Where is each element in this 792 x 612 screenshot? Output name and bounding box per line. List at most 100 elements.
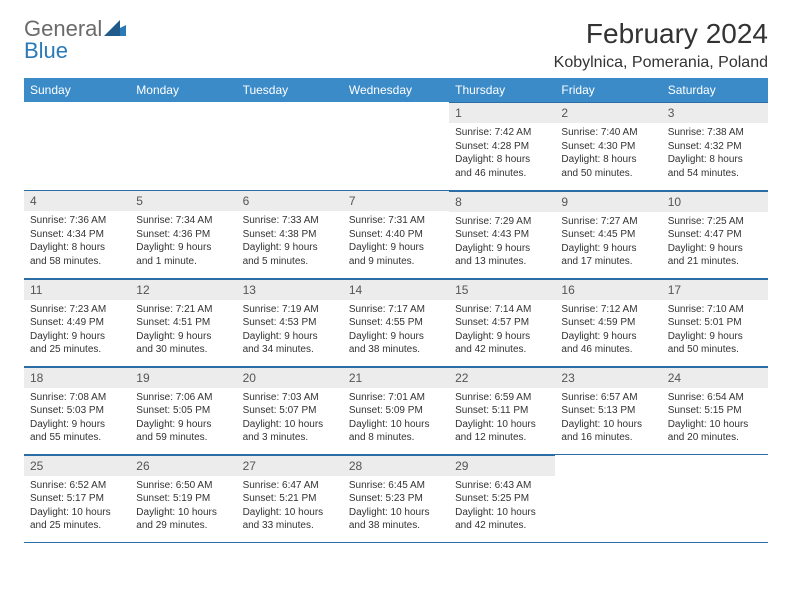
sunrise-text: Sunrise: 6:54 AM — [668, 391, 762, 405]
sunset-text: Sunset: 4:55 PM — [349, 316, 443, 330]
sunset-text: Sunset: 5:09 PM — [349, 404, 443, 418]
daylight-text: Daylight: 9 hours and 9 minutes. — [349, 241, 443, 268]
sunset-text: Sunset: 5:17 PM — [30, 492, 124, 506]
sunset-text: Sunset: 5:03 PM — [30, 404, 124, 418]
sunrise-text: Sunrise: 7:06 AM — [136, 391, 230, 405]
location-text: Kobylnica, Pomerania, Poland — [554, 54, 768, 72]
daylight-text: Daylight: 9 hours and 21 minutes. — [668, 242, 762, 269]
day-cell: 20Sunrise: 7:03 AMSunset: 5:07 PMDayligh… — [237, 366, 343, 454]
day-number: 20 — [237, 367, 343, 388]
day-body: Sunrise: 7:36 AMSunset: 4:34 PMDaylight:… — [24, 211, 130, 274]
day-number: 26 — [130, 455, 236, 476]
sunrise-text: Sunrise: 7:25 AM — [668, 215, 762, 229]
sunrise-text: Sunrise: 7:10 AM — [668, 303, 762, 317]
sunrise-text: Sunrise: 7:01 AM — [349, 391, 443, 405]
daylight-text: Daylight: 9 hours and 25 minutes. — [30, 330, 124, 357]
day-cell: 6Sunrise: 7:33 AMSunset: 4:38 PMDaylight… — [237, 190, 343, 278]
day-cell: 29Sunrise: 6:43 AMSunset: 5:25 PMDayligh… — [449, 454, 555, 542]
sunset-text: Sunset: 4:57 PM — [455, 316, 549, 330]
daylight-text: Daylight: 9 hours and 5 minutes. — [243, 241, 337, 268]
daylight-text: Daylight: 10 hours and 25 minutes. — [30, 506, 124, 533]
logo-mark-icon — [104, 20, 126, 36]
day-number: 13 — [237, 279, 343, 300]
sunset-text: Sunset: 5:11 PM — [455, 404, 549, 418]
day-number: 14 — [343, 279, 449, 300]
sunrise-text: Sunrise: 6:52 AM — [30, 479, 124, 493]
daylight-text: Daylight: 8 hours and 46 minutes. — [455, 153, 549, 180]
day-body: Sunrise: 7:34 AMSunset: 4:36 PMDaylight:… — [130, 211, 236, 274]
day-number: 10 — [662, 191, 768, 212]
day-number: 24 — [662, 367, 768, 388]
sunset-text: Sunset: 4:47 PM — [668, 228, 762, 242]
day-cell: 18Sunrise: 7:08 AMSunset: 5:03 PMDayligh… — [24, 366, 130, 454]
day-body: Sunrise: 7:12 AMSunset: 4:59 PMDaylight:… — [555, 300, 661, 363]
day-number: 16 — [555, 279, 661, 300]
day-cell: 15Sunrise: 7:14 AMSunset: 4:57 PMDayligh… — [449, 278, 555, 366]
dow-wednesday: Wednesday — [343, 78, 449, 102]
logo-word-2: Blue — [24, 38, 68, 63]
day-cell: 9Sunrise: 7:27 AMSunset: 4:45 PMDaylight… — [555, 190, 661, 278]
sunrise-text: Sunrise: 7:19 AM — [243, 303, 337, 317]
sunrise-text: Sunrise: 6:57 AM — [561, 391, 655, 405]
day-number: 19 — [130, 367, 236, 388]
day-body: Sunrise: 7:42 AMSunset: 4:28 PMDaylight:… — [449, 123, 555, 186]
sunset-text: Sunset: 5:23 PM — [349, 492, 443, 506]
sunrise-text: Sunrise: 7:12 AM — [561, 303, 655, 317]
day-number: 17 — [662, 279, 768, 300]
daylight-text: Daylight: 8 hours and 54 minutes. — [668, 153, 762, 180]
daylight-text: Daylight: 8 hours and 50 minutes. — [561, 153, 655, 180]
sunrise-text: Sunrise: 7:40 AM — [561, 126, 655, 140]
sunset-text: Sunset: 4:43 PM — [455, 228, 549, 242]
sunset-text: Sunset: 4:32 PM — [668, 140, 762, 154]
sunset-text: Sunset: 4:30 PM — [561, 140, 655, 154]
daylight-text: Daylight: 10 hours and 42 minutes. — [455, 506, 549, 533]
day-cell: 13Sunrise: 7:19 AMSunset: 4:53 PMDayligh… — [237, 278, 343, 366]
sunset-text: Sunset: 4:36 PM — [136, 228, 230, 242]
page-header: General Blue February 2024 Kobylnica, Po… — [24, 18, 768, 72]
sunset-text: Sunset: 4:28 PM — [455, 140, 549, 154]
day-cell: 16Sunrise: 7:12 AMSunset: 4:59 PMDayligh… — [555, 278, 661, 366]
dow-thursday: Thursday — [449, 78, 555, 102]
daylight-text: Daylight: 10 hours and 33 minutes. — [243, 506, 337, 533]
day-cell: 19 Sunrise: 7:06 AMSunset: 5:05 PMDayligh… — [130, 366, 236, 454]
day-cell: 12Sunrise: 7:21 AMSunset: 4:51 PMDayligh… — [130, 278, 236, 366]
sunset-text: Sunset: 4:59 PM — [561, 316, 655, 330]
day-number: 11 — [24, 279, 130, 300]
sunrise-text: Sunrise: 6:47 AM — [243, 479, 337, 493]
dow-sunday: Sunday — [24, 78, 130, 102]
daylight-text: Daylight: 10 hours and 12 minutes. — [455, 418, 549, 445]
sunset-text: Sunset: 4:45 PM — [561, 228, 655, 242]
day-number: 1 — [449, 102, 555, 123]
sunset-text: Sunset: 5:05 PM — [136, 404, 230, 418]
day-number: 23 — [555, 367, 661, 388]
month-title: February 2024 — [554, 18, 768, 50]
day-cell — [237, 102, 343, 190]
day-number: 29 — [449, 455, 555, 476]
dow-friday: Friday — [555, 78, 661, 102]
day-body: Sunrise: 7:19 AMSunset: 4:53 PMDaylight:… — [237, 300, 343, 363]
day-body: Sunrise: 7:27 AMSunset: 4:45 PMDaylight:… — [555, 212, 661, 275]
day-number: 4 — [24, 190, 130, 211]
day-body: Sunrise: 7:08 AMSunset: 5:03 PMDaylight:… — [24, 388, 130, 451]
calendar-body: 1Sunrise: 7:42 AMSunset: 4:28 PMDaylight… — [24, 102, 768, 542]
daylight-text: Daylight: 9 hours and 46 minutes. — [561, 330, 655, 357]
day-number: 7 — [343, 190, 449, 211]
day-cell: 28Sunrise: 6:45 AMSunset: 5:23 PMDayligh… — [343, 454, 449, 542]
sunrise-text: Sunrise: 7:14 AM — [455, 303, 549, 317]
sunset-text: Sunset: 4:53 PM — [243, 316, 337, 330]
dow-saturday: Saturday — [662, 78, 768, 102]
day-number: 5 — [130, 190, 236, 211]
day-body: Sunrise: 7:17 AMSunset: 4:55 PMDaylight:… — [343, 300, 449, 363]
daylight-text: Daylight: 10 hours and 3 minutes. — [243, 418, 337, 445]
day-body: Sunrise: 7:29 AMSunset: 4:43 PMDaylight:… — [449, 212, 555, 275]
day-body: Sunrise: 7:25 AMSunset: 4:47 PMDaylight:… — [662, 212, 768, 275]
sunset-text: Sunset: 4:51 PM — [136, 316, 230, 330]
week-row: 4Sunrise: 7:36 AMSunset: 4:34 PMDaylight… — [24, 190, 768, 278]
sunrise-text: Sunrise: 7:33 AM — [243, 214, 337, 228]
sunset-text: Sunset: 5:19 PM — [136, 492, 230, 506]
sunset-text: Sunset: 4:34 PM — [30, 228, 124, 242]
day-cell: 22Sunrise: 6:59 AMSunset: 5:11 PMDayligh… — [449, 366, 555, 454]
day-cell: 5Sunrise: 7:34 AMSunset: 4:36 PMDaylight… — [130, 190, 236, 278]
daylight-text: Daylight: 9 hours and 59 minutes. — [136, 418, 230, 445]
week-row: 11Sunrise: 7:23 AMSunset: 4:49 PMDayligh… — [24, 278, 768, 366]
